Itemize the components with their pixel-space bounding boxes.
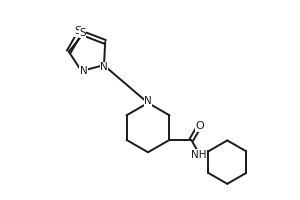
Text: N: N [144, 96, 152, 106]
Text: S: S [79, 28, 86, 38]
Text: S: S [74, 26, 81, 36]
Text: NH: NH [191, 150, 207, 160]
Text: N: N [80, 66, 87, 76]
Text: O: O [196, 121, 205, 131]
Text: N: N [100, 62, 108, 72]
